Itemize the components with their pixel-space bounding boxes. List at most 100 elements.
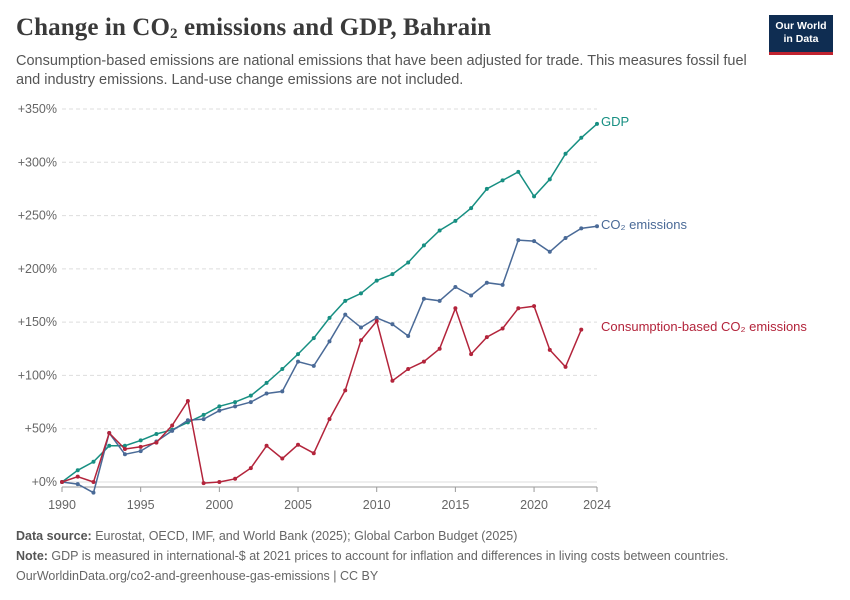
data-point-gdp xyxy=(280,367,285,372)
data-point-consumption-co2 xyxy=(311,451,316,456)
data-point-co2 xyxy=(406,333,411,338)
data-point-consumption-co2 xyxy=(75,474,80,479)
x-tick-label: 2010 xyxy=(363,498,391,512)
data-source: Data source: Eurostat, OECD, IMF, and Wo… xyxy=(16,529,518,543)
data-point-consumption-co2 xyxy=(390,378,395,383)
data-point-co2 xyxy=(343,312,348,317)
data-point-co2 xyxy=(296,359,301,364)
data-point-co2 xyxy=(453,284,458,289)
y-tick-label: +0% xyxy=(32,475,57,489)
data-point-co2 xyxy=(327,339,332,344)
data-point-gdp xyxy=(107,443,112,448)
data-point-consumption-co2 xyxy=(374,319,379,324)
grid-lines xyxy=(62,108,597,483)
y-axis-tick-labels: +0% +50% +100% +150% +200% +250% +300% +350% xyxy=(18,102,57,489)
data-point-consumption-co2 xyxy=(406,367,411,372)
chart-note: Note: GDP is measured in international-$… xyxy=(16,549,729,563)
data-point-co2 xyxy=(185,418,190,423)
data-point-co2 xyxy=(122,452,127,457)
data-point-co2 xyxy=(484,280,489,285)
y-tick-label: +150% xyxy=(18,315,57,329)
data-point-co2 xyxy=(358,325,363,330)
data-point-gdp xyxy=(217,404,222,409)
data-point-consumption-co2 xyxy=(107,430,112,435)
data-point-gdp xyxy=(453,218,458,223)
series-label-consumption-co2: Consumption-based CO₂ emissions xyxy=(601,319,807,334)
data-point-gdp xyxy=(421,243,426,248)
x-tick-label: 1990 xyxy=(48,498,76,512)
data-point-gdp xyxy=(579,135,584,140)
data-point-consumption-co2 xyxy=(248,466,253,471)
logo-line-1: Our World xyxy=(775,20,827,32)
series-label-co2: CO₂ emissions xyxy=(601,217,687,232)
data-point-gdp xyxy=(469,206,474,211)
x-tick-label: 2015 xyxy=(441,498,469,512)
y-tick-label: +100% xyxy=(18,368,57,382)
x-tick-label: 2005 xyxy=(284,498,312,512)
x-axis: 1990 1995 2000 2005 2010 2015 2020 2024 xyxy=(48,486,611,512)
data-point-consumption-co2 xyxy=(217,480,222,484)
data-point-gdp xyxy=(484,186,489,191)
owid-logo[interactable]: Our World in Data xyxy=(769,15,833,55)
data-point-consumption-co2 xyxy=(516,306,521,311)
data-point-gdp xyxy=(343,298,348,303)
data-point-consumption-co2 xyxy=(233,476,238,481)
data-point-co2 xyxy=(138,449,143,454)
data-point-gdp xyxy=(154,432,159,437)
data-point-co2 xyxy=(248,400,253,405)
y-tick-label: +50% xyxy=(25,422,57,436)
data-point-consumption-co2 xyxy=(437,346,442,351)
data-point-gdp xyxy=(122,443,127,448)
data-point-gdp xyxy=(75,468,80,473)
data-point-co2 xyxy=(75,482,80,487)
data-point-co2 xyxy=(595,224,599,229)
x-tick-label: 1995 xyxy=(127,498,155,512)
data-point-consumption-co2 xyxy=(358,338,363,343)
data-point-gdp xyxy=(532,194,537,199)
data-point-gdp xyxy=(311,336,316,341)
data-point-gdp xyxy=(563,151,568,156)
data-point-co2 xyxy=(280,389,285,394)
x-tick-label: 2020 xyxy=(520,498,548,512)
data-point-co2 xyxy=(374,315,379,320)
data-point-co2 xyxy=(563,235,568,240)
chart-title: Change in CO2 emissions and GDP, Bahrain xyxy=(16,14,492,42)
data-point-consumption-co2 xyxy=(484,335,489,340)
source-url[interactable]: OurWorldinData.org/co2-and-greenhouse-ga… xyxy=(16,569,379,583)
y-tick-label: +350% xyxy=(18,102,57,116)
series-line-co2 xyxy=(61,225,598,494)
data-point-gdp xyxy=(358,291,363,296)
data-point-gdp xyxy=(91,459,96,464)
data-point-consumption-co2 xyxy=(138,444,143,449)
series-lines xyxy=(60,121,599,495)
data-point-co2 xyxy=(91,490,96,495)
data-point-consumption-co2 xyxy=(469,352,474,357)
data-point-consumption-co2 xyxy=(154,440,159,445)
chart-subtitle: Consumption-based emissions are national… xyxy=(16,53,747,88)
data-point-gdp xyxy=(233,400,238,405)
data-point-gdp xyxy=(437,228,442,233)
series-labels: GDP CO₂ emissions Consumption-based CO₂ em… xyxy=(601,114,807,334)
data-point-consumption-co2 xyxy=(91,480,96,484)
data-point-consumption-co2 xyxy=(563,364,568,369)
data-point-consumption-co2 xyxy=(122,446,127,451)
data-point-gdp xyxy=(264,380,269,385)
data-point-consumption-co2 xyxy=(170,423,175,428)
data-point-co2 xyxy=(437,298,442,303)
data-point-gdp xyxy=(201,412,206,417)
data-point-co2 xyxy=(311,363,316,368)
data-point-consumption-co2 xyxy=(532,304,537,309)
series-label-gdp: GDP xyxy=(601,114,629,129)
data-point-consumption-co2 xyxy=(60,480,64,484)
data-point-co2 xyxy=(421,296,426,301)
data-point-consumption-co2 xyxy=(280,456,285,461)
data-point-gdp xyxy=(248,393,253,398)
x-tick-label: 2024 xyxy=(583,498,611,512)
data-point-consumption-co2 xyxy=(264,443,269,448)
y-tick-label: +250% xyxy=(18,209,57,223)
data-point-gdp xyxy=(327,315,332,320)
data-point-consumption-co2 xyxy=(327,417,332,422)
data-point-co2 xyxy=(516,238,521,243)
data-point-consumption-co2 xyxy=(421,359,426,364)
data-point-co2 xyxy=(233,404,238,409)
